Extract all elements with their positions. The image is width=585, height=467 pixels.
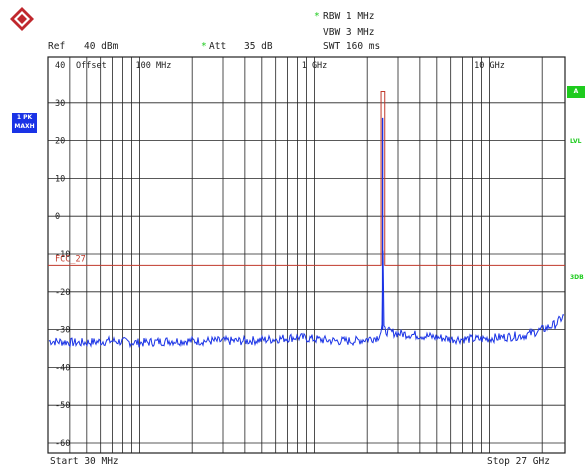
trace-layer <box>48 117 565 349</box>
limit-line <box>48 90 565 266</box>
y-tick-label: -50 <box>55 401 70 411</box>
tick-layer: 40 30 20 10 0 -10 -20 -30 -40 -50 -60 100 MHz 1 GHz 1… <box>55 61 505 449</box>
att-star: * <box>201 41 207 52</box>
y-tick-label: -30 <box>55 326 70 336</box>
offset-label: Offset <box>76 61 107 71</box>
limit-line-label: FCC_27 <box>55 254 86 264</box>
y-tick-label: -20 <box>55 288 70 298</box>
y-tick-label: 10 <box>55 174 65 184</box>
swt-label: SWT 160 ms <box>323 41 380 52</box>
vbw-label: VBW 3 MHz <box>323 27 374 38</box>
3db-badge: 3DB <box>570 274 584 281</box>
att-label: Att <box>209 41 226 52</box>
y-tick-label: -40 <box>55 363 70 373</box>
rbw-label: RBW 1 MHz <box>323 11 374 22</box>
stop-frequency: Stop 27 GHz <box>487 456 550 467</box>
ref-value: 40 dBm <box>84 41 119 52</box>
y-tick-label: 40 <box>55 61 65 71</box>
rohde-schwarz-logo <box>10 7 34 31</box>
trace-mode-label: MAXH <box>14 123 35 130</box>
y-tick-label: -10 <box>55 250 70 260</box>
y-tick-label: -60 <box>55 439 70 449</box>
x-tick-label: 1 GHz <box>302 61 328 71</box>
ref-label: Ref <box>48 41 65 52</box>
trace-mode-badge[interactable]: 1 PK MAXH <box>12 113 37 133</box>
y-tick-label: 20 <box>55 137 65 147</box>
a-badge: A <box>567 86 585 98</box>
limit-layer: FCC_27 <box>48 90 565 266</box>
x-tick-label: 100 MHz <box>136 61 172 71</box>
rbw-star: * <box>314 11 320 22</box>
att-value: 35 dB <box>244 41 273 52</box>
grid-layer <box>48 57 565 453</box>
y-tick-label: 30 <box>55 99 65 109</box>
lvl-badge: LVL <box>570 138 582 145</box>
x-tick-label: 10 GHz <box>474 61 505 71</box>
start-frequency: Start 30 MHz <box>50 456 119 467</box>
trace-detector-label: 1 PK <box>16 114 33 121</box>
trace-1-line <box>48 250 565 349</box>
y-tick-label: 0 <box>55 212 60 222</box>
